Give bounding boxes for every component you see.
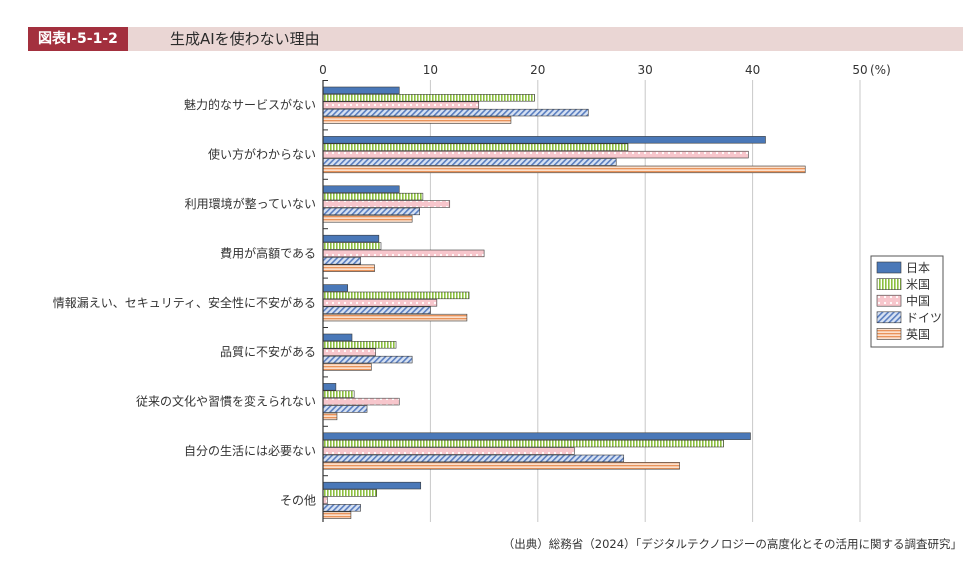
title-bar [28,27,963,51]
bar [322,454,625,463]
legend-label: 英国 [906,327,930,341]
bar [322,215,413,223]
y-axis [322,80,328,522]
bar [322,116,512,124]
bar [322,291,470,300]
category-label: 品質に不安がある [220,344,316,359]
category-label: 魅力的なサービスがない [184,97,316,112]
bar [322,284,349,292]
bar [322,481,422,490]
legend-swatch [876,294,902,307]
legend-label: 米国 [906,278,930,292]
bar [322,299,438,307]
bar [322,94,535,102]
category-labels: 魅力的なサービスがない使い方がわからない利用環境が整っていない費用が高額である情… [53,97,316,507]
bar [322,432,751,440]
bar [322,363,372,371]
bar [322,264,375,272]
bar [322,249,485,258]
bar [322,390,355,398]
bar [322,185,400,193]
legend-label: ドイツ [906,311,942,325]
bar [322,511,352,519]
legend-swatch [876,261,902,274]
x-axis-ticks: 0 10 20 30 40 50 (%) [319,63,891,77]
bar [322,242,382,250]
category-label: 費用が高額である [220,245,316,260]
bar [322,257,361,265]
bar [322,383,337,391]
source-note: （出典）総務省（2024）「デジタルテクノロジーの高度化とその活用に関する調査研… [502,537,962,551]
legend-label: 中国 [906,293,930,308]
bar [322,136,766,144]
x-tick-label: 10 [423,63,438,77]
bar [322,165,806,174]
bar [322,439,724,448]
x-tick-label: 40 [745,63,760,77]
category-label: 従来の文化や習慣を変えられない [136,394,316,409]
x-tick-label: 0 [319,63,327,77]
bar-series [322,86,806,519]
category-label: 利用環境が整っていない [185,196,316,211]
bar [322,150,749,159]
bar [322,504,361,512]
figure-label: 図表Ⅰ-5-1-2 [28,27,128,51]
bar [322,192,424,201]
bar [322,462,680,470]
bar [322,313,468,322]
x-unit-label: (%) [870,63,891,77]
bar [322,489,378,497]
legend-label: 日本 [906,261,930,275]
bar [322,86,400,95]
bar [322,101,480,109]
legend-swatch [876,278,902,290]
category-label: その他 [280,493,316,507]
bar [322,234,380,243]
bar [322,207,420,216]
category-label: 自分の生活には必要ない [184,444,316,458]
bar [322,496,328,505]
bar [322,306,431,314]
legend-swatch [876,328,902,340]
chart-title: 生成AIを使わない理由 [170,30,320,48]
category-label: 情報漏えい、セキュリティ、安全性に不安がある [53,295,316,310]
x-tick-label: 20 [530,63,545,77]
bar [322,158,617,166]
x-tick-label: 50 [852,63,867,77]
bar [322,108,589,117]
bar [322,341,397,349]
bar [322,412,338,421]
bar [322,355,413,364]
bar [322,143,629,151]
legend-swatch [876,311,902,324]
bar [322,405,368,413]
x-tick-label: 30 [638,63,653,77]
bar [322,333,353,342]
category-label: 使い方がわからない [208,147,316,162]
bar [322,397,400,406]
bar [322,200,451,208]
bar [322,348,376,356]
bar [322,447,575,455]
